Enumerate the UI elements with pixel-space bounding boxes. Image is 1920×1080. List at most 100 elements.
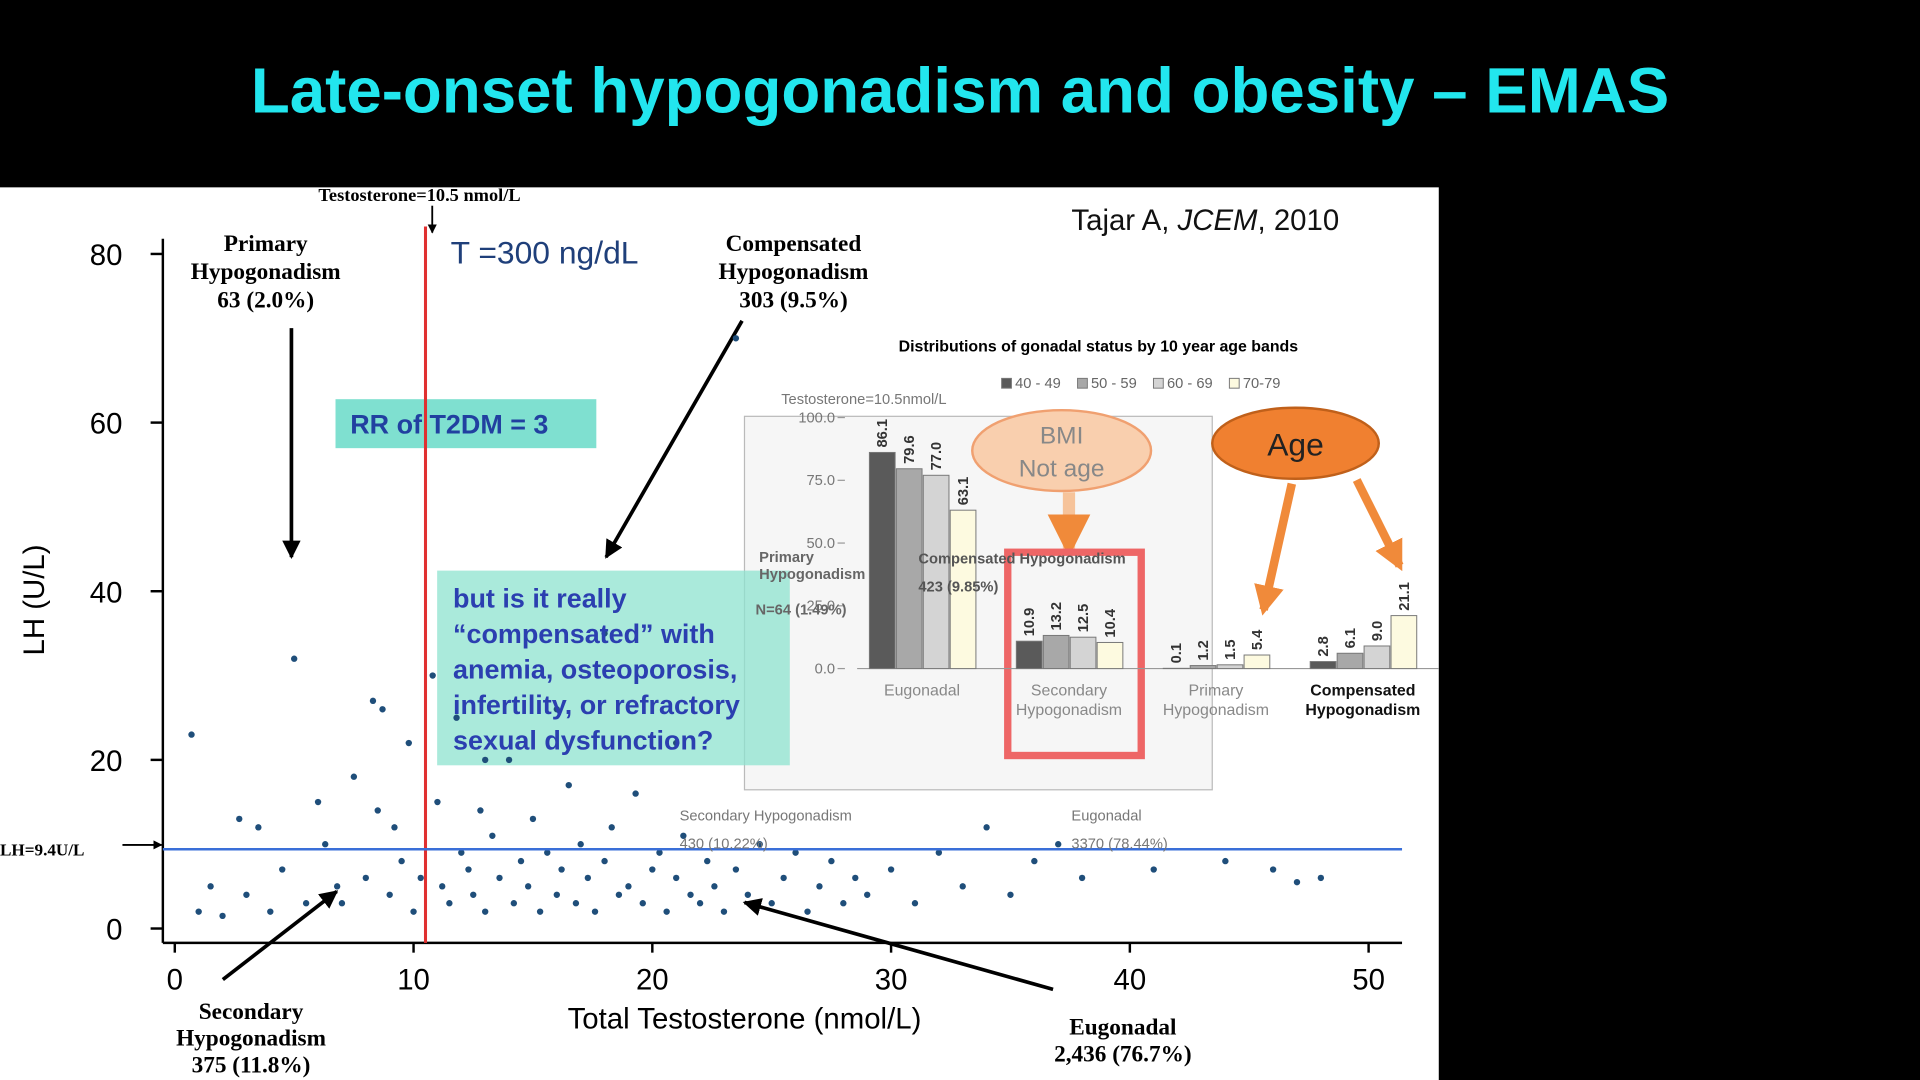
value-label: 9.0 bbox=[1370, 621, 1386, 641]
scatter-point bbox=[439, 883, 446, 890]
scatter-point bbox=[236, 815, 243, 823]
scatter-point bbox=[314, 798, 322, 806]
x-tick-label: Primary Hypogonadism bbox=[1162, 680, 1270, 719]
value-label: 86.1 bbox=[875, 419, 891, 448]
plot: 0 10 20 30 40 50 0 20 40 60 80 Total Testosterone (… bbox=[0, 185, 1439, 1079]
annotation: Secondary bbox=[199, 999, 304, 1025]
scatter-point bbox=[816, 883, 823, 890]
scatter-point bbox=[536, 908, 544, 915]
x-tick-label: 50 bbox=[1352, 963, 1385, 996]
annotation: Hypogonadism bbox=[191, 259, 341, 285]
scatter-point bbox=[1007, 891, 1014, 898]
legend-swatch bbox=[1001, 377, 1012, 389]
scatter-point bbox=[322, 841, 329, 848]
scatter-point bbox=[505, 756, 513, 764]
age-ellipse bbox=[1211, 406, 1380, 480]
scatter-point bbox=[601, 630, 608, 637]
scatter-point bbox=[732, 866, 740, 873]
scatter-point bbox=[768, 900, 775, 907]
legend-label: 60 - 69 bbox=[1167, 376, 1213, 392]
scatter-point bbox=[780, 874, 787, 882]
scatter-point bbox=[680, 832, 687, 839]
scatter-point bbox=[959, 883, 966, 890]
scatter-point bbox=[434, 798, 441, 806]
annotation: anemia, osteoporosis, bbox=[453, 654, 737, 684]
scatter-point bbox=[374, 807, 381, 814]
value-label: 21.1 bbox=[1397, 582, 1413, 611]
annotation: infertility, or refractory bbox=[453, 690, 740, 720]
scatter-point bbox=[496, 874, 503, 882]
scatter-point bbox=[458, 849, 465, 856]
scatter-point bbox=[1150, 866, 1157, 873]
scatter-point bbox=[584, 874, 592, 882]
annotation: Compensated bbox=[726, 231, 862, 257]
category-label-box: Compensated Hypogonadism bbox=[1305, 680, 1421, 719]
annotation: 423 (9.85%) bbox=[918, 579, 998, 595]
x-tick-label: Secondary Hypogonadism bbox=[1015, 680, 1123, 719]
scatter-point bbox=[1222, 857, 1229, 865]
value-label: 5.4 bbox=[1250, 629, 1266, 650]
scatter-point bbox=[732, 335, 740, 342]
scatter-point bbox=[887, 866, 895, 873]
citation-author: Tajar A, bbox=[1071, 204, 1177, 237]
scatter-point bbox=[429, 672, 436, 679]
annotation: 375 (11.8%) bbox=[192, 1053, 311, 1079]
citation-journal: JCEM bbox=[1177, 204, 1258, 237]
y-axis-label: LH (U/L) bbox=[18, 545, 51, 656]
legend-label: 70-79 bbox=[1243, 376, 1281, 392]
scatter-point bbox=[601, 857, 608, 865]
scatter-point bbox=[840, 900, 847, 907]
x-tick-label: 40 bbox=[1114, 963, 1147, 996]
annotation: Eugonadal bbox=[1071, 808, 1141, 824]
scatter-point bbox=[639, 900, 646, 907]
x-tick-label: 10 bbox=[397, 963, 430, 996]
category-label-box: Secondary Hypogonadism bbox=[1015, 680, 1123, 719]
y-tick-label: 60 bbox=[90, 408, 123, 441]
annotation: Primary bbox=[224, 231, 308, 257]
x-axis-label: Total Testosterone (nmol/L) bbox=[568, 1003, 922, 1036]
scatter-point bbox=[744, 891, 752, 898]
value-label: 77.0 bbox=[929, 442, 945, 471]
scatter-point bbox=[524, 883, 532, 890]
bar bbox=[1243, 654, 1271, 670]
scatter-point bbox=[391, 824, 398, 831]
scatter-point bbox=[529, 815, 537, 823]
scatter-point bbox=[756, 841, 763, 848]
x-tick-label: 0 bbox=[167, 963, 183, 996]
y-tick-label: 25.0 bbox=[807, 599, 836, 615]
value-label: 6.1 bbox=[1343, 628, 1359, 648]
annotation: sexual dysfunction? bbox=[453, 725, 713, 755]
scatter-point bbox=[219, 912, 226, 920]
annotation: Age bbox=[1267, 427, 1324, 463]
arrow bbox=[604, 319, 744, 559]
scatter-point bbox=[935, 849, 943, 856]
value-label: 0.1 bbox=[1169, 643, 1185, 663]
value-label: 63.1 bbox=[956, 477, 972, 506]
legend-label: 50 - 59 bbox=[1091, 376, 1137, 392]
legend-swatch bbox=[1152, 377, 1164, 389]
bar bbox=[868, 451, 896, 670]
x-tick-label: Compensated Hypogonadism bbox=[1305, 680, 1421, 719]
scatter-point bbox=[553, 891, 561, 898]
category-label-box: Eugonadal bbox=[884, 681, 960, 699]
bar bbox=[1042, 634, 1070, 670]
scatter-point bbox=[572, 900, 580, 907]
value-label: 10.4 bbox=[1103, 608, 1119, 637]
value-label: 1.2 bbox=[1196, 640, 1212, 660]
y-tick-label: 75.0 bbox=[807, 473, 836, 489]
scatter-point bbox=[1293, 878, 1301, 886]
scatter-point bbox=[553, 706, 561, 713]
scatter-point bbox=[804, 908, 811, 915]
scatter-point bbox=[565, 781, 572, 789]
scatter-point bbox=[1078, 874, 1086, 882]
scatter-point bbox=[656, 849, 663, 856]
annotation: Eugonadal bbox=[1069, 1015, 1177, 1041]
scatter-point bbox=[852, 874, 859, 882]
scatter-point bbox=[477, 807, 484, 814]
bar bbox=[1015, 640, 1043, 670]
scatter-point bbox=[983, 824, 990, 831]
scatter-point bbox=[267, 908, 274, 915]
y-tick-label: 20 bbox=[90, 745, 123, 778]
scatter-point bbox=[379, 706, 386, 713]
scatter-point bbox=[720, 908, 728, 915]
